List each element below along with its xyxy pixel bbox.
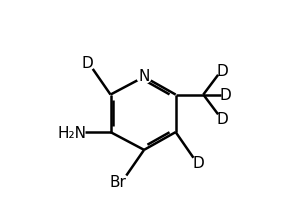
Text: D: D [220,88,231,103]
Text: N: N [138,69,150,84]
Text: D: D [217,64,228,79]
Circle shape [136,69,152,84]
Text: D: D [193,155,204,170]
Text: N: N [138,69,150,84]
Text: D: D [217,111,228,126]
Text: H₂N: H₂N [58,125,86,140]
Text: Br: Br [110,174,127,189]
Text: D: D [82,56,94,71]
